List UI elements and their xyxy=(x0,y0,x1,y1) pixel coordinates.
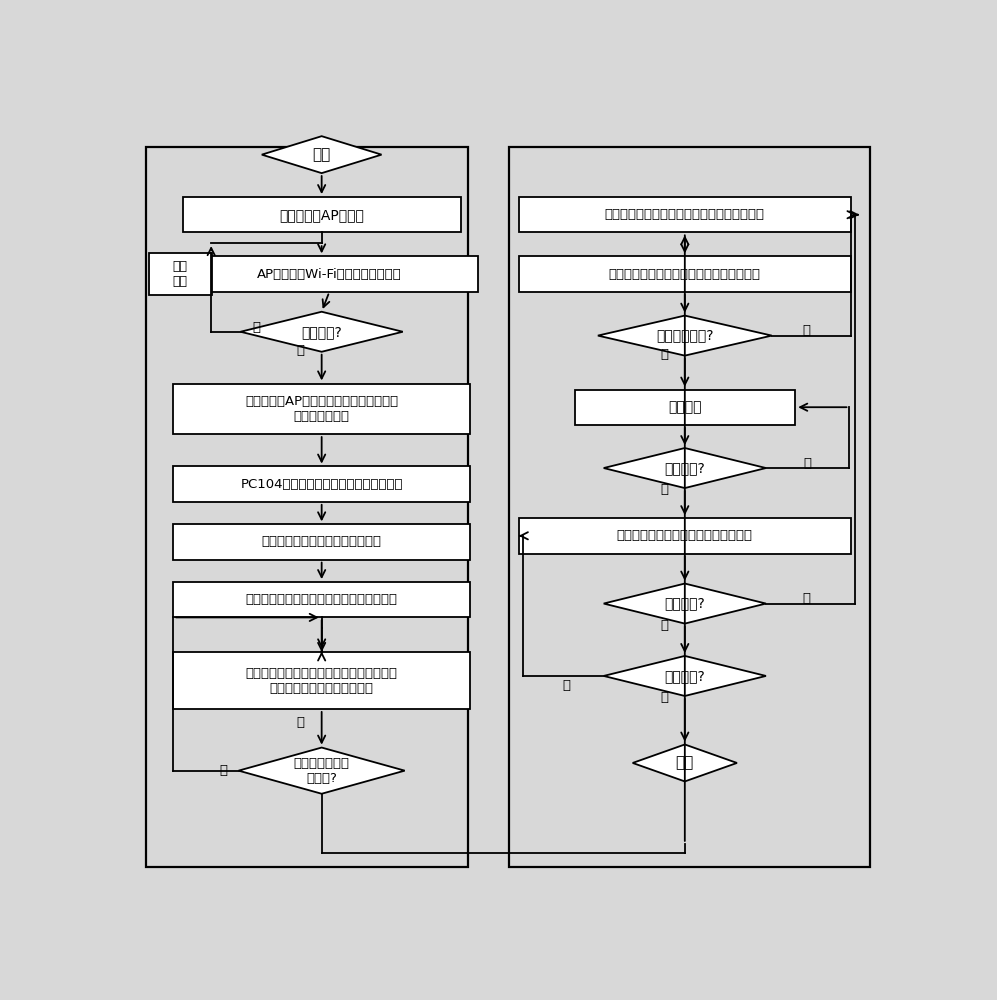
Text: 通信正常?: 通信正常? xyxy=(301,325,342,339)
Text: 返回任务完成信号，等待下条任务指令: 返回任务完成信号，等待下条任务指令 xyxy=(617,529,753,542)
Text: 检查
配置: 检查 配置 xyxy=(172,260,187,288)
Polygon shape xyxy=(238,748,405,794)
Text: 从机控制器根据接收到的主机以及其它从机
的位置信息，调整姿态与位置: 从机控制器根据接收到的主机以及其它从机 的位置信息，调整姿态与位置 xyxy=(245,667,398,695)
Text: 是: 是 xyxy=(660,348,668,361)
Text: 是: 是 xyxy=(297,344,305,358)
Text: 是: 是 xyxy=(660,483,668,496)
FancyBboxPatch shape xyxy=(518,197,850,232)
Polygon shape xyxy=(603,448,766,488)
FancyBboxPatch shape xyxy=(574,389,795,425)
Text: 否: 否 xyxy=(219,764,227,777)
Text: 结束: 结束 xyxy=(676,755,694,770)
FancyBboxPatch shape xyxy=(180,256,479,292)
Polygon shape xyxy=(598,316,772,356)
Text: 有新任务?: 有新任务? xyxy=(664,597,705,611)
Text: 是: 是 xyxy=(297,716,305,729)
Text: PC104控制器接收初始信息，模型初始化: PC104控制器接收初始信息，模型初始化 xyxy=(240,478,403,491)
Text: 否: 否 xyxy=(252,321,260,334)
Text: 主机根据任务规划最优路径，通知各从机位置: 主机根据任务规划最优路径，通知各从机位置 xyxy=(605,208,765,221)
Text: 任务结束?: 任务结束? xyxy=(664,669,705,683)
Text: AP路由器与Wi-Fi模块进行握手连接: AP路由器与Wi-Fi模块进行握手连接 xyxy=(257,267,402,280)
Text: 开始: 开始 xyxy=(312,147,331,162)
FancyBboxPatch shape xyxy=(172,466,471,502)
Polygon shape xyxy=(240,312,403,352)
Text: 到达任务地点?: 到达任务地点? xyxy=(656,329,714,343)
Text: 主控机发出编队形式以及任务指令: 主控机发出编队形式以及任务指令 xyxy=(261,535,382,548)
FancyBboxPatch shape xyxy=(518,518,850,554)
Polygon shape xyxy=(603,656,766,696)
FancyBboxPatch shape xyxy=(172,384,471,434)
Text: 否: 否 xyxy=(803,457,811,470)
Text: 主控机通过AP路由器发出各无人机的初始
位置及姿态信息: 主控机通过AP路由器发出各无人机的初始 位置及姿态信息 xyxy=(245,395,398,423)
FancyBboxPatch shape xyxy=(172,582,471,617)
FancyBboxPatch shape xyxy=(172,652,471,709)
Text: 任务完成?: 任务完成? xyxy=(664,461,705,475)
Text: 是: 是 xyxy=(660,691,668,704)
Text: 否: 否 xyxy=(803,324,811,337)
Text: 从机到达编队指
定位置?: 从机到达编队指 定位置? xyxy=(294,757,350,785)
Text: 执行任务: 执行任务 xyxy=(668,400,702,414)
Text: 主机保持悬停状态，向各从机发出位置信息: 主机保持悬停状态，向各从机发出位置信息 xyxy=(245,593,398,606)
FancyBboxPatch shape xyxy=(149,253,212,295)
Polygon shape xyxy=(633,744,737,781)
FancyBboxPatch shape xyxy=(518,256,850,292)
Text: 主控机配置AP路由器: 主控机配置AP路由器 xyxy=(279,208,364,222)
Text: 是: 是 xyxy=(803,592,811,605)
Text: 否: 否 xyxy=(562,679,570,692)
FancyBboxPatch shape xyxy=(172,524,471,560)
Polygon shape xyxy=(603,584,766,624)
Polygon shape xyxy=(262,136,382,173)
FancyBboxPatch shape xyxy=(508,147,870,867)
Text: 否: 否 xyxy=(660,619,668,632)
Text: 从机保持与主机以及其它从机位置相对不变: 从机保持与主机以及其它从机位置相对不变 xyxy=(609,267,761,280)
FancyBboxPatch shape xyxy=(182,197,461,232)
FancyBboxPatch shape xyxy=(147,147,469,867)
